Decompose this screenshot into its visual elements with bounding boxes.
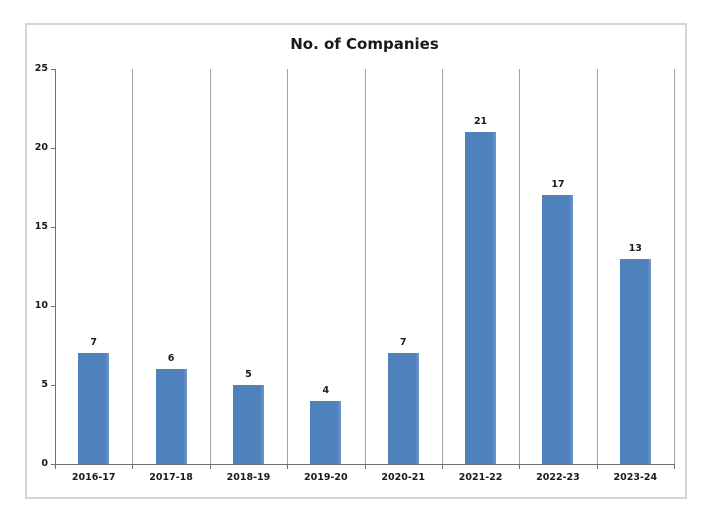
- bar-value-label: 5: [245, 369, 252, 380]
- chart-title: No. of Companies: [290, 35, 439, 53]
- x-axis-tick: [287, 465, 289, 469]
- bar-2017-18: [155, 369, 187, 464]
- y-axis-line: [55, 69, 56, 465]
- bar-2016-17: [78, 353, 110, 464]
- bar-value-label: 13: [628, 242, 642, 254]
- category-gridline: [441, 69, 443, 464]
- bar-2023-24: [619, 258, 651, 464]
- x-axis-tick: [55, 465, 56, 469]
- bar-2018-19: [232, 385, 264, 464]
- x-axis-tick: [441, 465, 443, 469]
- category-gridline: [209, 69, 211, 464]
- x-axis-category-label: 2020-21: [381, 472, 425, 483]
- bar-value-label: 7: [399, 337, 407, 349]
- category-gridline: [132, 69, 134, 464]
- x-axis-tick: [596, 465, 598, 469]
- y-axis-tick-label: 20: [34, 142, 48, 153]
- y-axis-tick: [51, 306, 55, 307]
- x-axis-category-label: 2022-23: [536, 472, 580, 483]
- category-gridline: [674, 69, 675, 464]
- category-gridline: [519, 69, 521, 464]
- y-axis-tick: [51, 69, 55, 70]
- bar-value-label: 21: [473, 116, 488, 128]
- y-axis-tick: [51, 385, 55, 386]
- x-axis-category-label: 2018-19: [226, 472, 271, 483]
- y-axis-tick-label: 15: [34, 221, 48, 232]
- x-axis-category-label: 2019-20: [304, 472, 348, 483]
- category-gridline: [364, 69, 366, 464]
- x-axis-category-label: 2021-22: [458, 472, 503, 483]
- x-axis-line: [55, 464, 675, 465]
- chart-frame: [25, 23, 687, 499]
- x-axis-category-label: 2016-17: [71, 472, 116, 483]
- y-axis-tick: [51, 148, 55, 149]
- y-axis-tick-label: 5: [41, 379, 48, 390]
- y-axis-tick: [51, 464, 55, 465]
- x-axis-tick: [519, 465, 521, 469]
- x-axis-tick: [209, 465, 211, 469]
- y-axis-tick-label: 0: [41, 458, 48, 469]
- bar-value-label: 4: [322, 384, 330, 396]
- category-gridline: [596, 69, 598, 464]
- x-axis-tick: [132, 465, 134, 469]
- bar-value-label: 17: [551, 179, 565, 191]
- bar-2022-23: [542, 195, 574, 464]
- bar-2021-22: [465, 132, 497, 464]
- x-axis-tick: [364, 465, 366, 469]
- bar-value-label: 6: [167, 353, 175, 365]
- y-axis-tick: [51, 227, 55, 228]
- x-axis-category-label: 2017-18: [149, 472, 193, 483]
- category-gridline: [287, 69, 289, 464]
- bar-2020-21: [387, 353, 419, 464]
- y-axis-tick-label: 25: [34, 63, 48, 74]
- bar-value-label: 7: [90, 337, 97, 349]
- y-axis-tick-label: 10: [34, 300, 48, 311]
- bar-2019-20: [310, 400, 342, 464]
- x-axis-category-label: 2023-24: [613, 472, 658, 483]
- x-axis-tick: [674, 465, 675, 469]
